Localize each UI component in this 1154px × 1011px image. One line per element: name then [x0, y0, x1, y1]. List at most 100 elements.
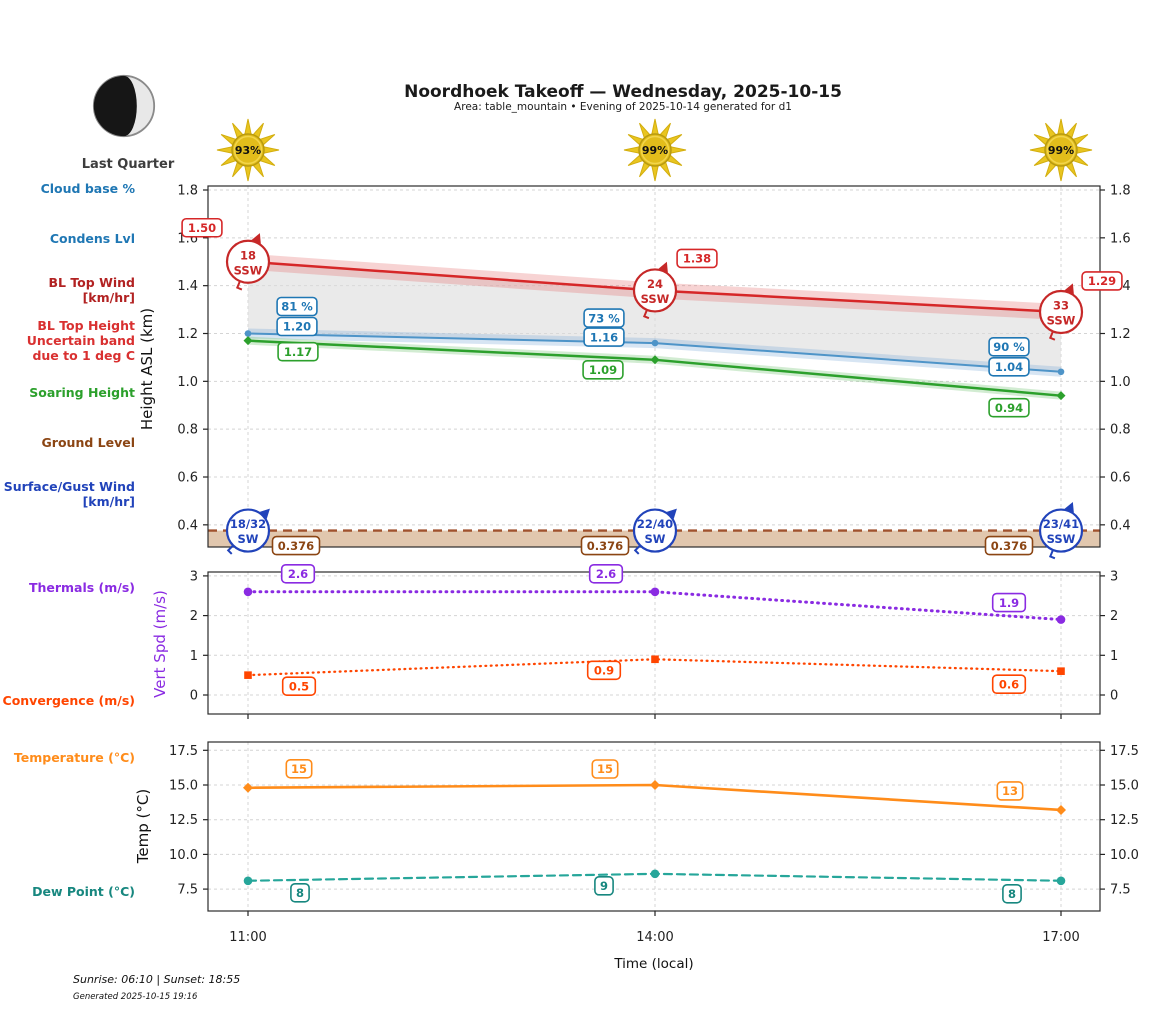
y-tick-label: 1.6 — [1110, 231, 1131, 246]
y-tick-label: 10.0 — [1110, 848, 1139, 863]
page-title: Noordhoek Takeoff — Wednesday, 2025-10-1… — [404, 82, 842, 102]
value-label-text: 1.38 — [683, 252, 711, 266]
y-tick-label: 1.8 — [177, 184, 198, 199]
value-label-box — [583, 308, 625, 328]
y-tick-label: 1.0 — [177, 375, 198, 390]
value-label-box — [277, 341, 319, 362]
wind-circle — [225, 508, 271, 553]
y-tick-label: 0 — [190, 689, 198, 704]
value-label: 90 % — [988, 336, 1030, 357]
condens-bltop-fill — [248, 261, 1061, 372]
value-label-text: 90 % — [993, 340, 1025, 354]
bl-top-marker — [651, 339, 659, 347]
value-label-box — [580, 535, 630, 556]
wind-speed-text: 18 — [240, 248, 256, 262]
sun-flux-pct: 93% — [235, 144, 261, 157]
wind-circle — [632, 268, 678, 313]
y-tick-label: 0.6 — [1110, 471, 1131, 486]
sun-disc-ring — [640, 135, 670, 165]
value-label-box — [280, 563, 316, 584]
wind-speed-text: 18/32 — [230, 517, 266, 531]
value-label: 0.94 — [988, 397, 1030, 418]
y-tick-label: 17.5 — [169, 744, 198, 759]
value-label: 81 % — [276, 296, 318, 317]
value-label: 1.16 — [583, 327, 625, 347]
value-label-box — [594, 876, 614, 896]
wind-arrow-head — [251, 233, 261, 244]
value-label: 8 — [1002, 883, 1022, 904]
dewpoint-marker — [1056, 876, 1066, 886]
wind-arrow-tail — [226, 544, 234, 555]
x-tick-label: 14:00 — [636, 930, 673, 945]
value-label-text: 1.17 — [284, 345, 312, 359]
x-tick-label: 11:00 — [229, 930, 266, 945]
moon-phase-label: Last Quarter — [81, 157, 175, 172]
wind-speed-text: 24 — [647, 277, 663, 291]
sun-icon: 99% — [623, 118, 687, 182]
value-label-box — [1081, 271, 1123, 291]
row-label-surface-gust-wind: Surface/Gust Wind [km/hr] — [3, 479, 135, 509]
value-label: 1.09 — [582, 360, 624, 380]
y-tick-label: 2 — [1110, 609, 1118, 624]
y-tick-label: 1.8 — [1110, 184, 1131, 199]
x-axis-title: Time (local) — [613, 956, 693, 972]
value-label-box — [583, 327, 625, 347]
wind-speed-text: 33 — [1053, 298, 1069, 312]
moon-shadow — [93, 75, 137, 137]
value-label-text: 1.29 — [1088, 274, 1116, 288]
row-label-ground-level: Ground Level — [41, 435, 135, 450]
y-tick-label: 0.4 — [177, 518, 198, 533]
value-label-box — [588, 563, 624, 584]
sun-flux-pct: 99% — [642, 144, 668, 157]
bl-top-marker — [1057, 368, 1065, 376]
y-tick-label: 17.5 — [1110, 744, 1139, 759]
soaring-marker — [243, 336, 253, 346]
dewpoint-marker — [650, 869, 660, 879]
wind-arrow-head — [666, 508, 677, 519]
value-label-box — [991, 674, 1027, 694]
wind-arrow-head — [658, 261, 668, 273]
value-label-text: 0.376 — [587, 539, 623, 553]
value-label-box — [181, 217, 223, 238]
value-label-text: 15 — [597, 762, 613, 776]
value-label-box — [281, 676, 317, 696]
value-label-text: 9 — [600, 879, 608, 893]
y-tick-label: 1.2 — [1110, 327, 1131, 342]
value-label: 1.9 — [991, 592, 1027, 613]
value-label-text: 2.6 — [596, 567, 616, 581]
value-label: 1.17 — [277, 341, 319, 362]
wind-arrow-tail — [235, 280, 243, 291]
value-label: 0.6 — [991, 674, 1027, 694]
value-label-text: 0.94 — [995, 401, 1023, 415]
wind-circle — [1038, 289, 1084, 335]
value-label: 0.5 — [281, 676, 317, 696]
temperature-marker — [243, 782, 253, 793]
sun-icon: 99% — [1029, 118, 1093, 182]
value-label-text: 0.376 — [991, 539, 1027, 553]
value-label-box — [591, 759, 619, 779]
wind-direction-text: SW — [238, 532, 259, 546]
value-label: 1.50 — [181, 217, 223, 238]
sun-disc-ring — [1046, 135, 1076, 165]
value-label: 1.04 — [988, 356, 1030, 377]
sun-flux-pct: 99% — [1048, 144, 1074, 157]
wind-circle — [225, 239, 271, 284]
value-label-box — [582, 360, 624, 380]
thermals-marker — [650, 587, 660, 597]
y-tick-label: 0.6 — [177, 471, 198, 486]
value-label: 0.376 — [984, 535, 1034, 556]
value-label: 1.20 — [276, 316, 318, 337]
wind-arrow-tail — [642, 309, 650, 320]
bl-top-marker — [244, 330, 252, 337]
value-label: 15 — [591, 759, 619, 779]
value-label-text: 0.376 — [278, 539, 314, 553]
last-quarter-moon-icon — [92, 74, 156, 138]
thermals-marker — [1056, 615, 1066, 624]
wind-arrow-head — [1064, 501, 1074, 513]
page-subtitle: Area: table_mountain • Evening of 2025-1… — [454, 101, 792, 113]
wind-arrow-head — [259, 508, 270, 519]
